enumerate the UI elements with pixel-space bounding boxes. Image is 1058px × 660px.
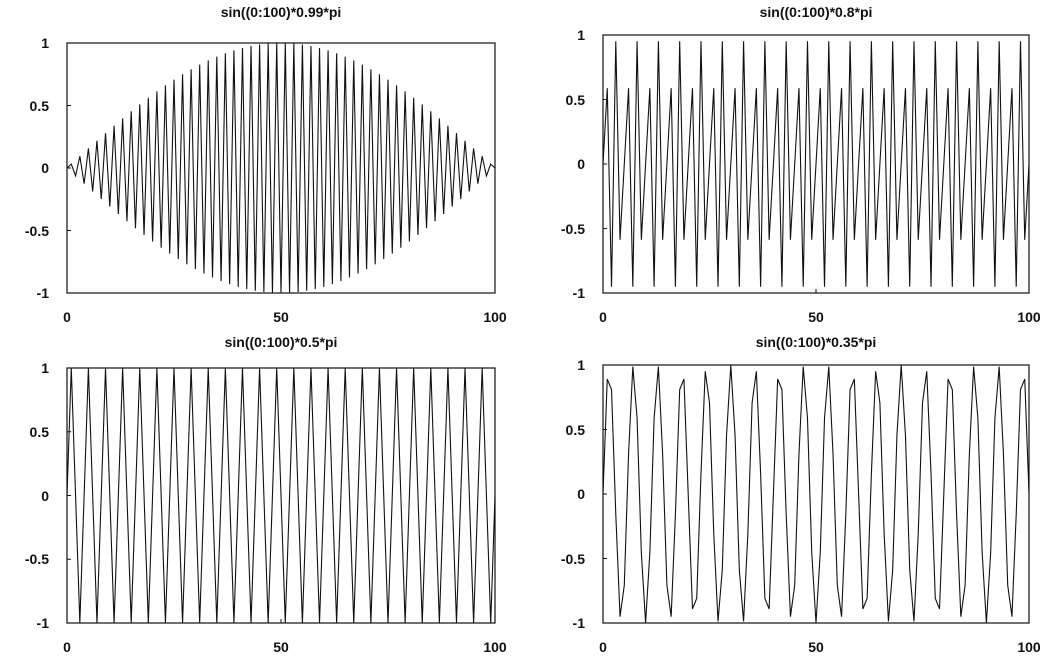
subplot-title: sin((0:100)*0.35*pi (755, 334, 877, 350)
y-tick-label: 0.5 (565, 421, 585, 438)
y-tick-label: -1 (36, 615, 49, 631)
y-tick-label: -0.5 (560, 550, 585, 567)
subplot-title: sin((0:100)*0.5*pi (224, 334, 338, 350)
y-tick-label: 0 (577, 156, 585, 172)
x-tick-label: 100 (483, 639, 507, 655)
series-line (602, 364, 1030, 624)
y-tick-label: 0 (41, 160, 49, 176)
series-line (602, 41, 1030, 287)
x-tick-label: 50 (273, 639, 289, 655)
y-tick-label: -1 (572, 285, 585, 301)
x-tick-label: 50 (808, 639, 824, 655)
series-line (66, 367, 496, 624)
y-tick-label: 1 (577, 27, 585, 43)
x-tick-label: 0 (599, 639, 607, 655)
x-tick-label: 100 (1017, 639, 1041, 655)
y-tick-label: 1 (41, 35, 49, 51)
y-tick-label: 0.5 (565, 91, 585, 108)
x-tick-label: 0 (599, 309, 607, 325)
y-tick-label: -1 (36, 285, 49, 301)
y-tick-label: -0.5 (24, 222, 49, 239)
x-tick-label: 100 (1017, 309, 1041, 325)
subplot-title: sin((0:100)*0.8*pi (759, 4, 873, 20)
y-tick-label: 1 (41, 360, 49, 376)
x-tick-label: 0 (63, 309, 71, 325)
x-tick-label: 50 (808, 309, 824, 325)
x-tick-label: 50 (273, 309, 289, 325)
x-tick-label: 0 (63, 639, 71, 655)
y-tick-label: 0.5 (29, 97, 49, 114)
y-tick-label: 0 (41, 487, 49, 504)
y-tick-label: -0.5 (24, 551, 49, 568)
y-tick-label: 0 (577, 486, 585, 502)
y-tick-label: 0.5 (29, 423, 49, 440)
x-tick-label: 100 (483, 309, 507, 325)
y-tick-label: -1 (572, 615, 585, 631)
y-tick-label: 1 (577, 357, 585, 373)
y-tick-label: -0.5 (560, 220, 585, 237)
subplot-title: sin((0:100)*0.99*pi (220, 4, 342, 20)
